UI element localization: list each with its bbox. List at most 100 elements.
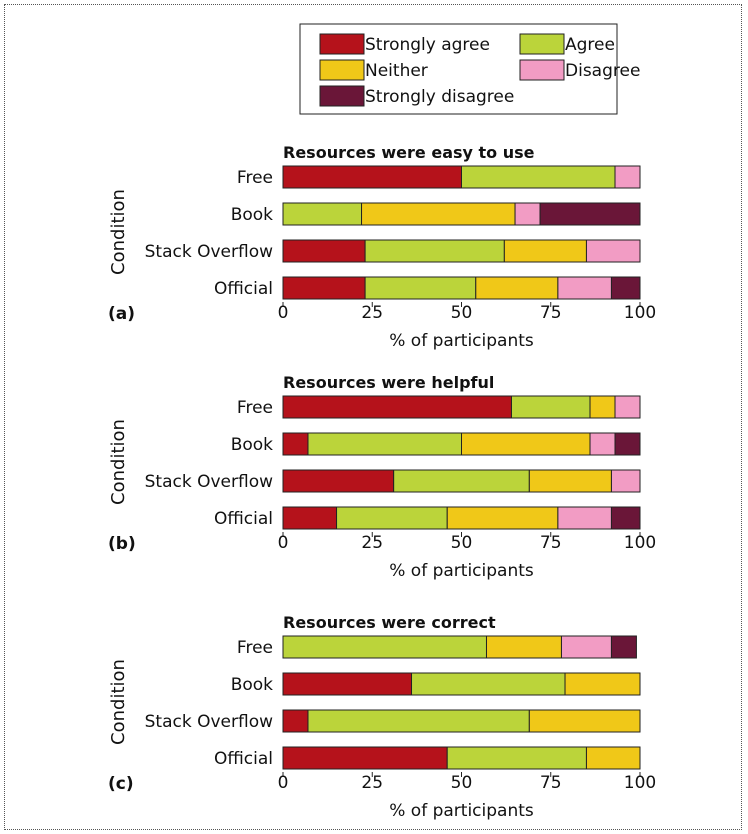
x-tick-label: 25 — [361, 303, 383, 323]
category-label-book: Book — [231, 205, 273, 225]
x-axis-label: % of participants — [389, 561, 534, 581]
legend-label-disagree: Disagree — [565, 61, 640, 81]
bar-stack-overflow-neither — [528, 469, 612, 493]
legend-label-agree: Agree — [565, 35, 615, 55]
bar-free-strongly-agree — [282, 165, 462, 189]
bar-free-disagree — [614, 395, 641, 419]
bar-book-neither — [564, 672, 641, 696]
bar-official-strongly-agree — [282, 276, 366, 300]
y-axis-label: Condition — [108, 189, 129, 275]
category-label-book: Book — [231, 675, 273, 695]
bar-official-neither — [585, 746, 641, 770]
chart-title: Resources were easy to use — [283, 143, 535, 162]
x-axis-label: % of participants — [389, 331, 534, 351]
bar-stack-overflow-agree — [393, 469, 530, 493]
bar-official-strongly-disagree — [610, 276, 641, 300]
bar-stack-overflow-strongly-agree — [282, 709, 309, 733]
x-tick-label: 50 — [451, 773, 473, 793]
bar-book-strongly-disagree — [614, 432, 641, 456]
bar-free-neither — [589, 395, 616, 419]
panel-label: (a) — [108, 304, 135, 324]
chart-title: Resources were correct — [283, 613, 496, 632]
bar-book-strongly-disagree — [539, 202, 641, 226]
category-label-stack-overflow: Stack Overflow — [145, 242, 273, 262]
bar-book-agree — [282, 202, 363, 226]
bar-book-disagree — [514, 202, 541, 226]
bar-free-disagree — [614, 165, 641, 189]
x-tick-label: 75 — [540, 303, 562, 323]
x-tick-label: 50 — [451, 533, 473, 553]
bar-official-neither — [446, 506, 559, 530]
bar-free-agree — [282, 635, 487, 659]
y-axis-label: Condition — [108, 419, 129, 505]
bar-free-strongly-disagree — [610, 635, 637, 659]
x-tick-label: 0 — [278, 533, 289, 553]
legend-label-strongly-agree: Strongly agree — [365, 35, 490, 55]
bar-official-neither — [475, 276, 559, 300]
chart-panels: Resources were easy to use Condition Free B… — [108, 143, 656, 821]
bar-official-disagree — [557, 506, 612, 530]
x-tick-label: 25 — [361, 533, 383, 553]
bar-stack-overflow-neither — [528, 709, 641, 733]
category-label-free: Free — [237, 638, 273, 658]
legend-swatch-strongly-agree — [319, 33, 365, 55]
bar-official-strongly-agree — [282, 746, 448, 770]
chart-title: Resources were helpful — [283, 373, 494, 392]
x-axis-label: % of participants — [389, 801, 534, 821]
x-tick-label: 25 — [361, 773, 383, 793]
bar-free-agree — [510, 395, 591, 419]
bar-free-strongly-agree — [282, 395, 512, 419]
bar-stack-overflow-agree — [307, 709, 530, 733]
bar-official-strongly-disagree — [610, 506, 641, 530]
bar-stack-overflow-neither — [503, 239, 587, 263]
panel-label: (c) — [108, 774, 134, 794]
figure-frame — [4, 4, 742, 830]
x-tick-label: 100 — [624, 773, 656, 793]
bar-official-agree — [446, 746, 587, 770]
legend-swatch-strongly-disagree — [319, 85, 365, 107]
legend-swatch-disagree — [519, 59, 565, 81]
legend-label-neither: Neither — [365, 61, 428, 81]
bar-book-strongly-agree — [282, 672, 413, 696]
bar-free-disagree — [560, 635, 612, 659]
bar-stack-overflow-agree — [364, 239, 505, 263]
chart-panel-3: Resources were correct Condition Free Book S… — [108, 613, 656, 821]
category-label-stack-overflow: Stack Overflow — [145, 712, 273, 732]
bar-stack-overflow-disagree — [610, 469, 641, 493]
legend: Strongly agree Agree Neither Disagree Strong… — [299, 23, 640, 115]
bar-stack-overflow-strongly-agree — [282, 469, 395, 493]
x-tick-label: 100 — [624, 303, 656, 323]
bar-book-agree — [307, 432, 462, 456]
legend-label-strongly-disagree: Strongly disagree — [365, 87, 514, 107]
panel-label: (b) — [108, 534, 136, 554]
category-label-free: Free — [237, 168, 273, 188]
bar-book-disagree — [589, 432, 616, 456]
bar-book-neither — [461, 432, 591, 456]
category-label-free: Free — [237, 398, 273, 418]
x-tick-label: 0 — [278, 303, 289, 323]
x-tick-label: 75 — [540, 773, 562, 793]
bar-book-strongly-agree — [282, 432, 309, 456]
legend-swatch-neither — [319, 59, 365, 81]
category-label-official: Official — [214, 749, 273, 769]
x-tick-label: 0 — [278, 773, 289, 793]
bar-stack-overflow-disagree — [585, 239, 641, 263]
y-axis-label: Condition — [108, 659, 129, 745]
bar-official-strongly-agree — [282, 506, 338, 530]
category-label-official: Official — [214, 509, 273, 529]
x-tick-label: 75 — [540, 533, 562, 553]
bar-free-neither — [485, 635, 562, 659]
chart-panel-1: Resources were easy to use Condition Free B… — [108, 143, 656, 351]
bar-stack-overflow-strongly-agree — [282, 239, 366, 263]
bar-official-disagree — [557, 276, 612, 300]
x-tick-label: 100 — [624, 533, 656, 553]
bar-book-neither — [361, 202, 516, 226]
bar-book-agree — [411, 672, 566, 696]
bar-official-agree — [336, 506, 448, 530]
bar-free-agree — [461, 165, 616, 189]
category-label-official: Official — [214, 279, 273, 299]
category-label-stack-overflow: Stack Overflow — [145, 472, 273, 492]
chart-panel-2: Resources were helpful Condition Free Book S… — [108, 373, 656, 581]
x-tick-label: 50 — [451, 303, 473, 323]
